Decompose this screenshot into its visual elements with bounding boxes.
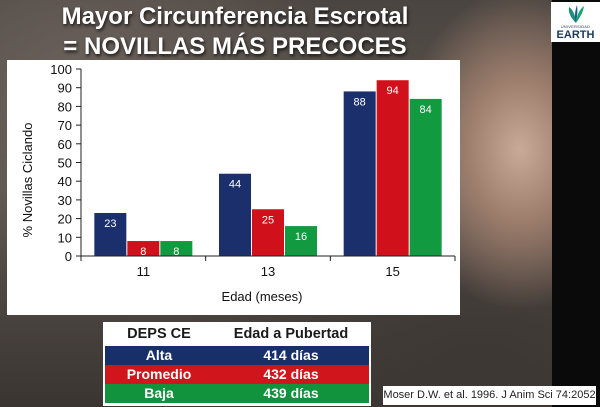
bar xyxy=(343,91,376,256)
slide-title-line2: = NOVILLAS MÁS PRECOCES xyxy=(63,33,407,60)
bar xyxy=(376,80,409,256)
slide-title-line1: Mayor Circunferencia Escrotal xyxy=(61,3,409,30)
y-axis-label: % Novillas Ciclando xyxy=(20,123,35,238)
y-tick-label: 100 xyxy=(50,62,72,77)
bar-data-label: 8 xyxy=(140,246,146,258)
table-cell-age: 432 días xyxy=(263,366,319,382)
y-tick-label: 0 xyxy=(65,249,72,264)
table-cell-age: 439 días xyxy=(263,385,319,401)
bar-data-label: 23 xyxy=(104,218,116,230)
bar xyxy=(409,98,442,256)
y-tick-label: 60 xyxy=(58,137,72,152)
bar-data-label: 8 xyxy=(173,246,179,258)
x-tick-label: 13 xyxy=(261,264,275,279)
earth-logo: UNIVERSIDAD EARTH xyxy=(551,2,600,42)
bar-data-label: 44 xyxy=(229,179,241,191)
table-cell-group: Promedio xyxy=(126,366,192,382)
bar xyxy=(160,241,193,256)
y-tick-label: 90 xyxy=(58,81,72,96)
logo-earth-text: EARTH xyxy=(556,29,595,41)
bar xyxy=(252,209,284,256)
bar-data-label: 16 xyxy=(295,231,307,243)
table-cell-group: Alta xyxy=(145,347,173,363)
bar-chart-panel: 0 10 20 30 40 50 60 70 80 90 100 23 8 8 44 25 16 88 94 84 … xyxy=(7,60,460,315)
citation: Moser D.W. et al. 1996. J Anim Sci 74:20… xyxy=(383,386,596,405)
y-tick-label: 10 xyxy=(58,230,72,245)
bar-data-label: 84 xyxy=(420,104,432,116)
bar xyxy=(219,173,251,256)
x-axis-label: Edad (meses) xyxy=(222,289,303,304)
table-row-baja: Baja 439 días xyxy=(105,384,369,403)
logo-university-text: UNIVERSIDAD xyxy=(560,24,591,29)
table-cell-group: Baja xyxy=(144,385,174,401)
bar-data-label: 88 xyxy=(354,96,366,108)
y-tick-label: 50 xyxy=(58,156,72,171)
table-header-row: DEPS CE Edad a Pubertad xyxy=(105,324,369,345)
bar xyxy=(127,241,160,256)
table-header-edad: Edad a Pubertad xyxy=(233,326,349,342)
table-row-alta: Alta 414 días xyxy=(105,346,369,365)
y-tick-label: 80 xyxy=(58,99,72,114)
y-tick-label: 40 xyxy=(58,174,72,189)
y-tick-label: 20 xyxy=(58,212,72,227)
puberty-age-table: DEPS CE Edad a Pubertad Alta 414 días Pr… xyxy=(103,322,371,406)
bar xyxy=(285,226,317,256)
bar-data-label: 94 xyxy=(387,85,399,97)
table-header-deps: DEPS CE xyxy=(127,326,191,342)
y-tick-label: 30 xyxy=(58,193,72,208)
table-row-promedio: Promedio 432 días xyxy=(105,365,369,384)
bar-data-label: 25 xyxy=(262,214,274,226)
leaf-icon xyxy=(568,5,584,23)
x-tick-label: 15 xyxy=(385,264,399,279)
right-dark-bar xyxy=(552,0,600,407)
bar xyxy=(94,212,127,256)
y-tick-label: 70 xyxy=(58,118,72,133)
table-cell-age: 414 días xyxy=(263,347,319,363)
x-tick-label: 11 xyxy=(137,264,151,279)
